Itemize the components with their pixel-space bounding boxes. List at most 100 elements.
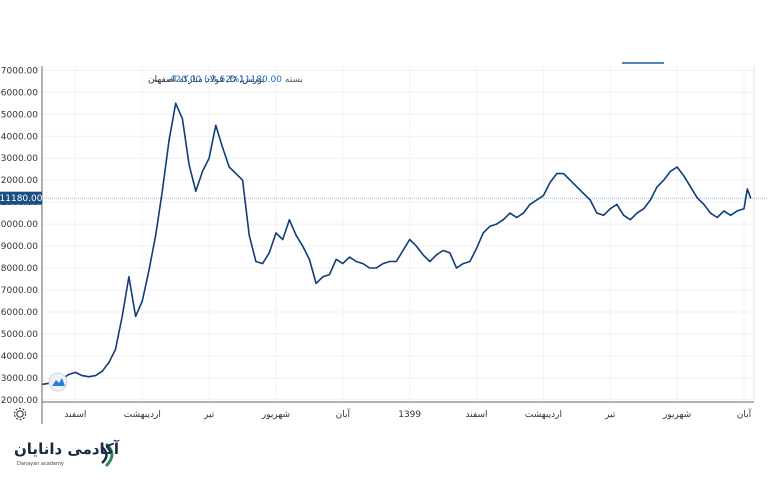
grid <box>42 66 754 402</box>
data-point <box>248 234 250 236</box>
last-value-badge-bg <box>0 191 42 205</box>
last-value-label: 11180.00 <box>0 194 43 204</box>
data-point <box>689 186 692 188</box>
data-point <box>455 267 458 269</box>
price-series-line <box>41 102 752 386</box>
data-point <box>643 208 645 210</box>
data-point <box>275 232 277 234</box>
x-tick-label: اسفند <box>466 410 488 420</box>
x-tick-label: شهریور <box>662 410 691 420</box>
y-tick-label: 16000.00 <box>0 88 38 98</box>
x-tick-label: آبان <box>737 408 752 420</box>
data-point <box>743 208 745 210</box>
data-point <box>395 260 397 263</box>
y-tick-label: 7000.00 <box>1 286 38 296</box>
last-value-badge: 11180.00 <box>0 191 43 205</box>
data-point <box>723 210 725 212</box>
data-point <box>542 194 545 197</box>
data-point <box>161 190 163 192</box>
data-point <box>669 170 672 173</box>
data-point <box>636 212 638 214</box>
data-point <box>596 212 598 214</box>
data-point <box>663 179 665 181</box>
data-point <box>141 300 143 302</box>
data-point <box>736 210 738 212</box>
data-point <box>509 212 511 214</box>
data-point <box>121 315 123 317</box>
data-point <box>375 267 377 269</box>
data-point <box>516 216 518 219</box>
settings-gear-icon[interactable] <box>13 407 27 421</box>
data-point <box>328 274 331 276</box>
data-point <box>602 214 605 216</box>
data-point <box>402 249 404 252</box>
y-tick-label: 9000.00 <box>1 242 38 252</box>
y-tick-label: 8000.00 <box>1 264 38 274</box>
chevron-down-icon[interactable]: ⌄ <box>152 75 160 85</box>
data-point <box>536 199 538 201</box>
data-point <box>368 267 371 269</box>
data-point <box>496 223 498 225</box>
legend-close-value: 11180.00 <box>239 75 282 85</box>
data-point <box>696 197 698 199</box>
data-point <box>255 260 257 263</box>
data-point <box>489 225 491 227</box>
y-tick-label: 3000.00 <box>1 374 38 384</box>
data-point <box>94 375 97 377</box>
y-tick-label: 14000.00 <box>0 132 38 142</box>
data-point <box>241 179 244 181</box>
data-point <box>422 254 424 256</box>
data-point <box>114 348 117 350</box>
data-point <box>475 247 478 249</box>
data-point <box>676 166 678 168</box>
data-point <box>656 186 658 188</box>
logo-name: آکادمی دانایان <box>14 440 120 458</box>
data-point <box>228 166 230 168</box>
data-point <box>108 361 110 364</box>
x-tick-label: اسفند <box>64 410 86 420</box>
data-point <box>389 260 391 263</box>
y-tick-label: 17000.00 <box>0 66 38 76</box>
tradingview-logo-icon[interactable] <box>48 372 68 392</box>
data-point <box>746 188 748 190</box>
data-point <box>181 118 183 120</box>
y-tick-label: 5000.00 <box>1 330 38 340</box>
data-point <box>322 276 324 278</box>
x-tick-label: اردیبهشت <box>124 410 161 420</box>
x-tick-label: آبان <box>336 408 351 420</box>
data-point <box>482 232 484 234</box>
data-point <box>168 140 170 142</box>
data-point <box>195 190 197 192</box>
data-point <box>68 373 70 376</box>
data-point <box>703 203 705 205</box>
x-tick-label: اردیبهشت <box>525 410 562 420</box>
data-point <box>442 249 444 252</box>
data-point <box>462 263 464 265</box>
y-tick-label: 10000.00 <box>0 220 38 230</box>
data-point <box>208 157 210 159</box>
data-point <box>556 173 558 175</box>
data-point <box>382 263 384 265</box>
data-point <box>502 219 504 221</box>
legend-close-label: بسته <box>285 75 303 85</box>
data-point <box>730 214 732 216</box>
legend-symbol: بورس, D, فولاد مبارکه اصفهان <box>148 75 265 85</box>
chart-marks <box>41 102 768 386</box>
data-point <box>88 376 90 378</box>
data-point <box>529 203 531 205</box>
x-tick-label: 1399 <box>398 410 421 420</box>
data-point <box>449 252 451 254</box>
data-point <box>348 256 351 258</box>
data-point <box>649 199 651 201</box>
y-tick-label: 15000.00 <box>0 110 38 120</box>
data-point <box>282 238 284 241</box>
x-tick-label: شهریور <box>261 410 290 420</box>
x-tick-label: تیر <box>203 410 215 420</box>
data-point <box>355 260 357 263</box>
data-point <box>262 263 264 265</box>
y-tick-label: 2000.00 <box>1 396 38 406</box>
data-point <box>415 245 417 247</box>
data-point <box>429 260 431 263</box>
data-point <box>288 219 290 221</box>
data-point <box>362 263 364 265</box>
